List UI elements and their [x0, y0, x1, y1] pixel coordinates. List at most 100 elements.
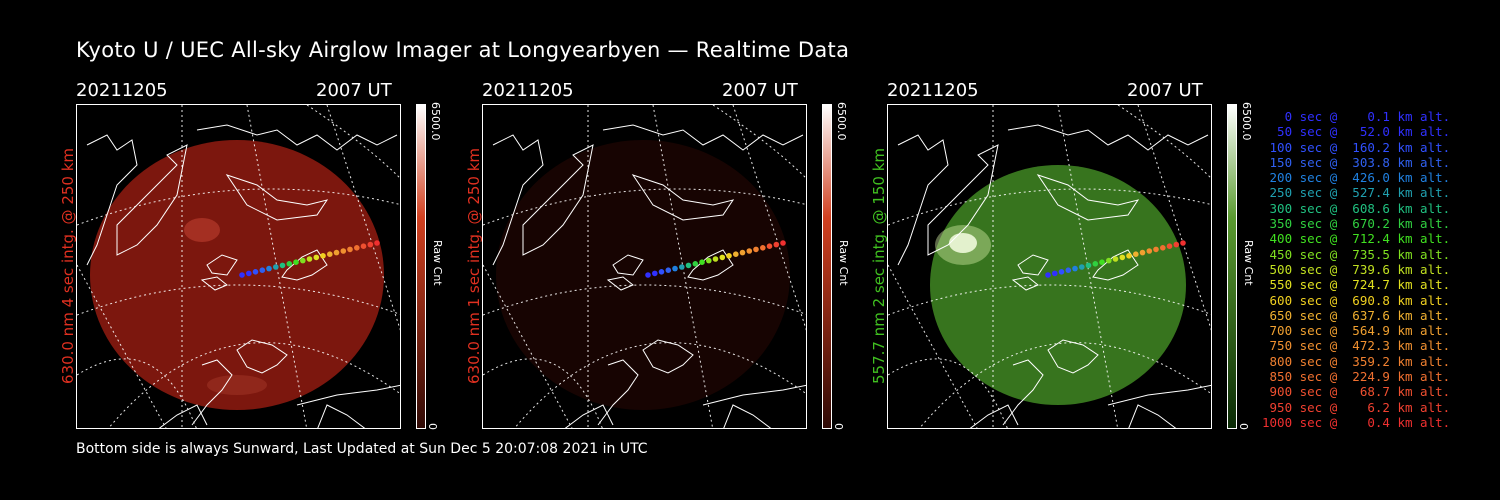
legend-item: 150 sec @ 303.8 km alt.	[1262, 154, 1451, 170]
legend-item: 1000 sec @ 0.4 km alt.	[1262, 414, 1451, 430]
allsky-image	[482, 104, 807, 429]
colorbar-max: 6500.0	[835, 102, 848, 141]
colorbar-max: 6500.0	[429, 102, 442, 141]
trajectory-dot	[665, 267, 672, 273]
panel-wavelength-label: 557.7 nm 2 sec intg. @ 150 km	[870, 147, 888, 385]
panel-time: 2007 UT	[1127, 80, 1203, 101]
colorbar-min: 0	[426, 423, 439, 430]
panel-date: 20211205	[887, 80, 979, 101]
trajectory-dot	[645, 272, 651, 278]
colorbar-min: 0	[1237, 423, 1250, 430]
legend-item: 600 sec @ 690.8 km alt.	[1262, 292, 1451, 308]
trajectory-dot	[266, 265, 272, 272]
legend-item: 850 sec @ 224.9 km alt.	[1262, 369, 1451, 385]
trajectory-dot	[1052, 270, 1058, 277]
trajectory-dot	[300, 257, 306, 264]
colorbar-unit: Raw Cnt	[837, 240, 850, 286]
imager-panel-3: 20211205 2007 UT 557.7 nm 2 sec intg	[870, 80, 1277, 440]
legend-item: 250 sec @ 527.4 km alt.	[1262, 185, 1451, 201]
trajectory-dot	[333, 249, 340, 256]
trajectory-dot	[286, 261, 293, 267]
trajectory-dot	[1112, 256, 1119, 262]
legend-item: 450 sec @ 735.5 km alt.	[1262, 246, 1451, 262]
trajectory-dot	[1092, 261, 1099, 267]
trajectory-dot	[327, 251, 333, 257]
trajectory-dot	[760, 245, 766, 251]
trajectory-dot	[1085, 262, 1092, 269]
colorbar	[416, 104, 426, 429]
trajectory-dot	[1126, 253, 1132, 259]
trajectory-dot	[340, 248, 347, 254]
trajectory-dot	[658, 269, 665, 275]
trajectory-dot	[753, 246, 759, 253]
trajectory-dot	[746, 248, 753, 254]
legend-item: 0 sec @ 0.1 km alt.	[1262, 109, 1451, 124]
panel-date: 20211205	[76, 80, 168, 101]
trajectory-dot	[1173, 241, 1180, 248]
trajectory-dot	[293, 259, 299, 265]
trajectory-dot	[1146, 248, 1153, 254]
trajectory-dot	[685, 262, 692, 269]
legend-item: 50 sec @ 52.0 km alt.	[1262, 124, 1451, 140]
allsky-image	[76, 104, 401, 429]
panel-date: 20211205	[482, 80, 574, 101]
trajectory-dot	[306, 256, 313, 262]
trajectory-dot	[652, 270, 658, 277]
footer-status: Bottom side is always Sunward, Last Upda…	[76, 441, 648, 457]
trajectory-dot	[374, 240, 380, 246]
trajectory-dot	[699, 259, 705, 265]
colorbar	[822, 104, 832, 429]
trajectory-dot	[712, 256, 719, 262]
trajectory-dot	[239, 272, 245, 278]
trajectory-dot	[1153, 246, 1159, 253]
legend-item: 950 sec @ 6.2 km alt.	[1262, 399, 1451, 415]
trajectory-dot	[1045, 272, 1051, 278]
trajectory-dot	[1119, 254, 1126, 261]
trajectory-dot	[733, 251, 739, 257]
trajectory-dot	[692, 261, 699, 267]
trajectory-dot	[1106, 257, 1112, 264]
legend-item: 300 sec @ 608.6 km alt.	[1262, 200, 1451, 216]
page-title: Kyoto U / UEC All-sky Airglow Imager at …	[76, 38, 850, 62]
trajectory-dot	[354, 245, 360, 251]
panel-time: 2007 UT	[722, 80, 798, 101]
colorbar-max: 6500.0	[1240, 102, 1253, 141]
trajectory-dot	[279, 262, 286, 269]
allsky-image	[887, 104, 1212, 429]
trajectory-dot	[259, 267, 266, 273]
trajectory-dot	[1058, 269, 1065, 275]
trajectory-dot	[1166, 243, 1173, 249]
imager-panel-2: 20211205 2007 UT 630.0 nm 1 sec intg	[465, 80, 872, 440]
legend-item: 700 sec @ 564.9 km alt.	[1262, 323, 1451, 339]
trajectory-dot	[313, 254, 320, 261]
panel-wavelength-label: 630.0 nm 1 sec intg. @ 250 km	[465, 147, 483, 385]
colorbar-unit: Raw Cnt	[1242, 240, 1255, 286]
trajectory-dot	[1079, 264, 1085, 270]
colorbar-min: 0	[832, 423, 845, 430]
trajectory-dot	[679, 264, 685, 270]
colorbar-unit: Raw Cnt	[431, 240, 444, 286]
trajectory-dot	[672, 265, 678, 272]
legend-item: 350 sec @ 670.2 km alt.	[1262, 216, 1451, 232]
trajectory-dot	[1065, 267, 1072, 273]
trajectory-dot	[780, 240, 786, 246]
trajectory-dot	[367, 241, 374, 248]
trajectory-legend: 0 sec @ 0.1 km alt. 50 sec @ 52.0 km alt…	[1262, 109, 1451, 430]
legend-item: 900 sec @ 68.7 km alt.	[1262, 384, 1451, 400]
legend-item: 200 sec @ 426.0 km alt.	[1262, 170, 1451, 186]
trajectory-dot	[1139, 249, 1146, 256]
trajectory-dot	[766, 243, 773, 249]
trajectory-dot	[1133, 251, 1139, 257]
trajectory-dot	[252, 269, 259, 275]
colorbar	[1227, 104, 1237, 429]
legend-item: 500 sec @ 739.6 km alt.	[1262, 261, 1451, 277]
trajectory-dot	[273, 264, 279, 270]
panel-wavelength-label: 630.0 nm 4 sec intg. @ 250 km	[59, 147, 77, 385]
legend-item: 550 sec @ 724.7 km alt.	[1262, 277, 1451, 293]
trajectory-dot	[1099, 259, 1105, 265]
legend-item: 100 sec @ 160.2 km alt.	[1262, 139, 1451, 155]
trajectory-dot	[1072, 265, 1078, 272]
trajectory-dot	[347, 246, 353, 253]
imager-panel-1: 20211205 2007 UT 630.0 nm 4 sec intg	[59, 80, 466, 440]
trajectory-dot	[1160, 245, 1166, 251]
